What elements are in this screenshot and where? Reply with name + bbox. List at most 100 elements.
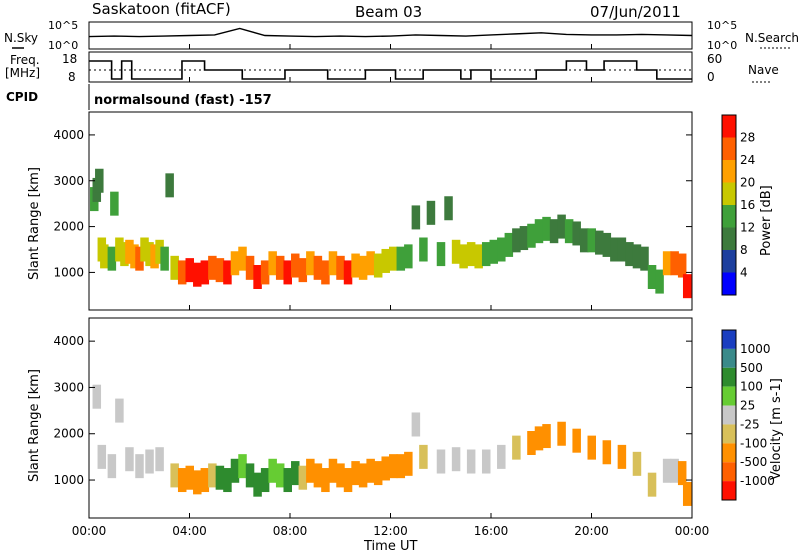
colorbar-swatch xyxy=(722,272,736,295)
heatmap-cell xyxy=(268,458,277,483)
heatmap-cell xyxy=(200,468,210,493)
heatmap-cell xyxy=(283,260,292,285)
heatmap-cell xyxy=(512,435,521,460)
power-axis-ticks: 1000 2000 3000 4000 xyxy=(53,128,692,279)
time-axis-ticks: 00:00 04:00 08:00 12:00 16:00 20:00 00:00 xyxy=(72,44,710,538)
heatmap-cell xyxy=(481,242,491,267)
colorbar-tick-label: 8 xyxy=(740,243,748,257)
heatmap-cell xyxy=(366,251,375,276)
colorbar-tick-label: -25 xyxy=(740,417,760,431)
velocity-ylabel: Slant Range [km] xyxy=(27,369,42,482)
sky-left-tick-bottom: 10^0 xyxy=(48,39,78,52)
y-tick-label: 2000 xyxy=(53,220,84,234)
freq-label-line2: [MHz] xyxy=(5,66,40,80)
heatmap-cell xyxy=(587,435,596,460)
heatmap-cell xyxy=(389,454,398,479)
heatmap-cell xyxy=(358,463,368,488)
freq-series-line xyxy=(89,60,692,80)
heatmap-cell xyxy=(519,226,529,251)
heatmap-cell xyxy=(474,244,483,269)
sky-left-label: N.Sky xyxy=(4,31,38,45)
heatmap-cell xyxy=(587,228,596,253)
heatmap-cell xyxy=(185,465,194,490)
heatmap-cell xyxy=(662,251,672,276)
heatmap-cell xyxy=(230,458,240,483)
colorbar-tick-label: 4 xyxy=(740,266,748,280)
colorbar-tick-label: 28 xyxy=(740,131,755,145)
heatmap-cell xyxy=(579,228,589,253)
x-tick-label: 00:00 xyxy=(675,524,710,538)
heatmap-cell xyxy=(451,447,461,472)
heatmap-cell xyxy=(602,232,612,257)
heatmap-cell xyxy=(160,246,169,271)
freq-right-tick-bottom: 0 xyxy=(707,70,715,84)
heatmap-cell xyxy=(336,255,345,280)
heatmap-cell xyxy=(459,244,468,269)
heatmap-cell xyxy=(95,168,104,193)
heatmap-cell xyxy=(426,200,436,225)
velocity-colorbar: 1000 500 100 25 -25 -100 -500 -1000 xyxy=(721,329,775,501)
colorbar-swatch xyxy=(722,182,736,205)
heatmap-cell xyxy=(275,463,285,488)
heatmap-cell xyxy=(373,253,383,278)
x-tick-label: 04:00 xyxy=(172,524,207,538)
colorbar-swatch xyxy=(722,405,736,425)
heatmap-cell xyxy=(245,463,255,488)
heatmap-cell xyxy=(549,219,559,244)
colorbar-tick-label: 1000 xyxy=(740,342,771,356)
y-tick-label: 1000 xyxy=(53,265,84,279)
heatmap-cell xyxy=(135,454,144,479)
heatmap-cell xyxy=(682,274,692,299)
power-colorbar-label: Power [dB] xyxy=(759,185,774,256)
colorbar-tick-label: 24 xyxy=(740,153,755,167)
power-ylabel: Slant Range [km] xyxy=(27,167,42,280)
heatmap-cell xyxy=(670,251,679,276)
heatmap-cell xyxy=(321,468,330,493)
heatmap-cell xyxy=(504,232,514,257)
heatmap-cell xyxy=(135,246,144,271)
heatmap-cell xyxy=(358,255,368,280)
heatmap-cell xyxy=(321,260,330,285)
heatmap-cell xyxy=(193,262,202,287)
y-tick-label: 2000 xyxy=(53,427,84,441)
colorbar-swatch xyxy=(722,462,736,482)
sky-left-tick-top: 10^5 xyxy=(48,19,78,32)
radar-title: Saskatoon (fitACF) xyxy=(92,0,231,18)
colorbar-tick-label: 12 xyxy=(740,221,755,235)
freq-right-tick-top: 60 xyxy=(707,52,722,66)
heatmap-cell xyxy=(223,260,232,285)
heatmap-cell xyxy=(253,472,262,497)
heatmap-cell xyxy=(610,237,619,262)
heatmap-cell xyxy=(404,451,413,476)
colorbar-swatch xyxy=(722,424,736,444)
colorbar-swatch xyxy=(722,367,736,387)
heatmap-cell xyxy=(351,253,360,278)
heatmap-cell xyxy=(647,265,657,289)
colorbar-swatch xyxy=(722,481,736,500)
heatmap-cell xyxy=(97,444,107,469)
heatmap-cell xyxy=(155,447,164,472)
velocity-colorbar-label: Velocity [m s-1] xyxy=(769,378,784,480)
heatmap-cell xyxy=(208,463,217,488)
heatmap-cell xyxy=(497,444,506,469)
heatmap-cell xyxy=(419,444,428,469)
heatmap-cell xyxy=(253,265,262,289)
frequency-step-line xyxy=(89,60,692,80)
sky-right-tick-bottom: 10^0 xyxy=(707,39,737,52)
heatmap-cell xyxy=(632,451,642,476)
heatmap-cell xyxy=(351,461,360,486)
heatmap-cell xyxy=(115,237,124,262)
colorbar-frame xyxy=(721,329,737,501)
heatmap-cell xyxy=(107,246,117,271)
heatmap-cell xyxy=(411,412,421,437)
heatmap-cell xyxy=(557,214,566,239)
heatmap-cell xyxy=(92,384,102,409)
heatmap-cell xyxy=(534,219,544,244)
heatmap-cell xyxy=(306,458,315,483)
heatmap-cell xyxy=(275,255,285,280)
date-title: 07/Jun/2011 xyxy=(590,3,681,21)
colorbar-swatch xyxy=(722,137,736,160)
x-tick-label: 12:00 xyxy=(373,524,408,538)
beam-title: Beam 03 xyxy=(355,3,422,21)
colorbar-swatch xyxy=(722,205,736,228)
